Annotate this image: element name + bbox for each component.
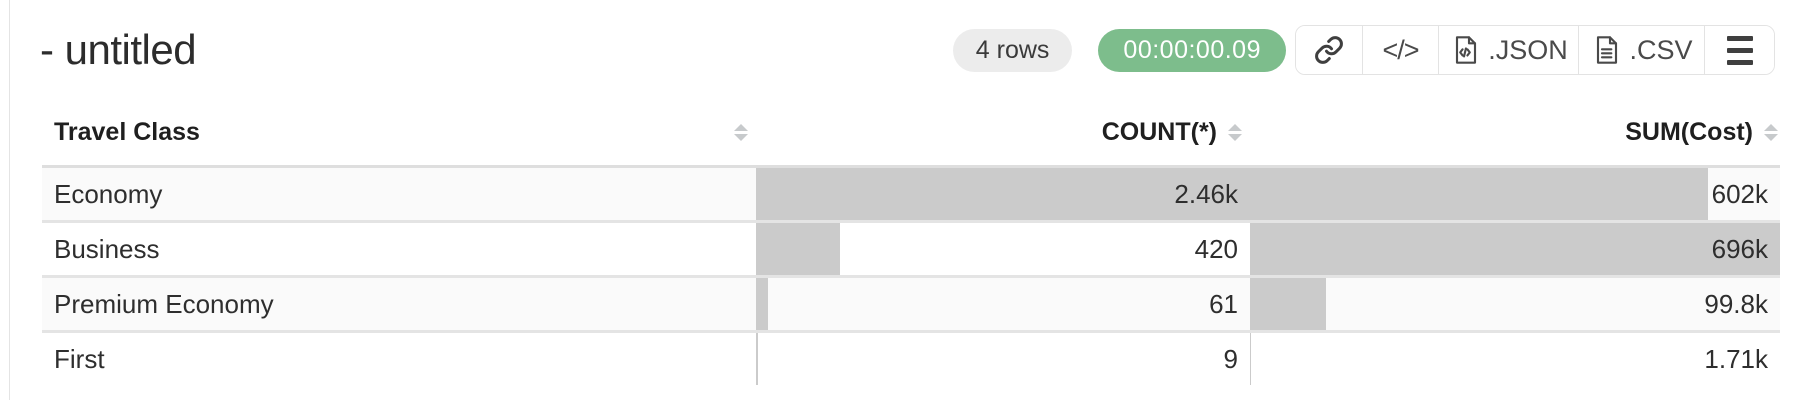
query-timer-badge: 00:00:00.09: [1098, 28, 1286, 72]
results-topbar: - untitled 4 rows 00:00:00.09 </>: [0, 0, 1816, 100]
count-value: 61: [1209, 288, 1238, 319]
table-body: Economy 2.46k 602k Business 420 696k Pre…: [42, 168, 1780, 385]
travel-class-cell: Business: [42, 223, 756, 275]
results-table: Travel Class COUNT(*) SUM(Cost) Economy …: [42, 100, 1780, 385]
count-bar: [756, 223, 841, 275]
sum-bar: [1250, 168, 1709, 220]
sum-value: 99.8k: [1704, 288, 1768, 319]
sum-bar: [1250, 278, 1326, 330]
sum-cell: 1.71k: [1250, 333, 1780, 385]
topbar-actions: 4 rows 00:00:00.09 </> .JSO: [952, 25, 1775, 75]
download-json-button[interactable]: .JSON: [1438, 26, 1578, 74]
code-icon: </>: [1382, 34, 1419, 65]
sort-icon: [1764, 124, 1778, 141]
column-header-travel-class[interactable]: Travel Class: [42, 100, 756, 165]
count-value: 2.46k: [1174, 178, 1238, 209]
travel-class-value: Economy: [54, 178, 163, 209]
count-bar: [756, 168, 1250, 220]
count-bar: [756, 333, 758, 385]
page-title: - untitled: [40, 26, 197, 73]
count-cell: 9: [756, 333, 1250, 385]
count-value: 420: [1194, 233, 1238, 264]
travel-class-cell: Premium Economy: [42, 278, 756, 330]
export-toolbar: </> .JSON: [1295, 25, 1775, 75]
travel-class-cell: Economy: [42, 168, 756, 220]
sort-icon: [1228, 124, 1242, 141]
column-header-sum-cost[interactable]: SUM(Cost): [1250, 100, 1780, 165]
hamburger-icon: [1726, 35, 1753, 41]
travel-class-value: Premium Economy: [54, 288, 274, 319]
column-header-count[interactable]: COUNT(*): [756, 100, 1250, 165]
sum-value: 1.71k: [1704, 343, 1768, 374]
column-label: Travel Class: [54, 118, 200, 146]
file-text-icon: [1597, 36, 1618, 64]
row-count-badge: 4 rows: [952, 28, 1073, 72]
sum-value: 602k: [1711, 178, 1768, 209]
table-row: Economy 2.46k 602k: [42, 168, 1780, 223]
travel-class-value: Business: [54, 233, 160, 264]
view-code-button[interactable]: </>: [1362, 26, 1438, 74]
sum-bar: [1250, 223, 1780, 275]
column-label: COUNT(*): [1101, 118, 1217, 146]
count-value: 9: [1223, 343, 1238, 374]
sum-cell: 696k: [1250, 223, 1780, 275]
json-button-label: .JSON: [1488, 34, 1568, 65]
file-code-icon: [1456, 36, 1477, 64]
sum-cell: 602k: [1250, 168, 1780, 220]
column-label: SUM(Cost): [1625, 118, 1753, 146]
count-bar: [756, 278, 769, 330]
panel-left-border: [9, 0, 10, 400]
csv-button-label: .CSV: [1629, 34, 1693, 65]
count-cell: 2.46k: [756, 168, 1250, 220]
table-row: Business 420 696k: [42, 223, 1780, 278]
sum-bar: [1250, 333, 1252, 385]
sum-value: 696k: [1711, 233, 1768, 264]
sort-icon: [734, 124, 748, 141]
table-row: Premium Economy 61 99.8k: [42, 278, 1780, 333]
count-cell: 420: [756, 223, 1250, 275]
travel-class-value: First: [54, 343, 105, 374]
share-link-button[interactable]: [1296, 26, 1362, 74]
sum-cell: 99.8k: [1250, 278, 1780, 330]
link-icon: [1315, 36, 1343, 64]
download-csv-button[interactable]: .CSV: [1578, 26, 1704, 74]
count-cell: 61: [756, 278, 1250, 330]
table-header-row: Travel Class COUNT(*) SUM(Cost): [42, 100, 1780, 168]
menu-button[interactable]: [1704, 26, 1774, 74]
travel-class-cell: First: [42, 333, 756, 385]
table-row: First 9 1.71k: [42, 333, 1780, 385]
